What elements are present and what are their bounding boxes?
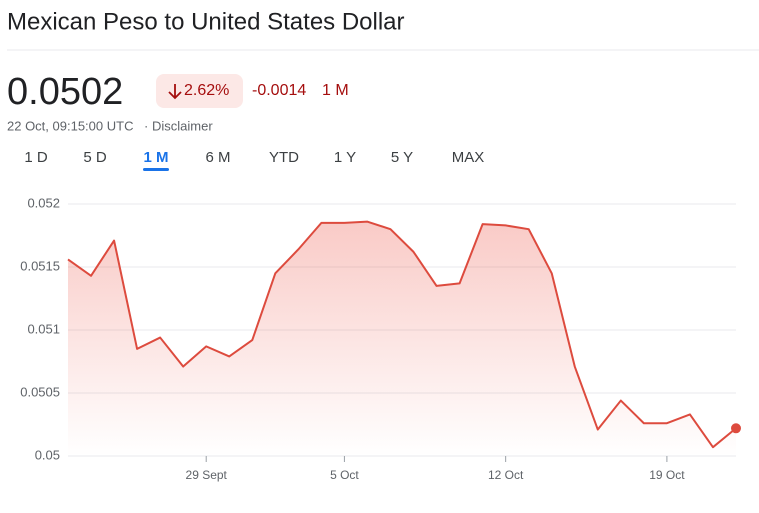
last-point [731, 423, 741, 434]
range-tab[interactable]: 1 D [24, 149, 48, 166]
price-line [67, 220, 737, 449]
change-period: 1 M [322, 82, 349, 99]
range-tabs: 1 D 5 D 1 M 6 M YTD 1 Y 5 Y MAX [24, 149, 484, 171]
range-tab[interactable]: MAX [452, 149, 485, 166]
x-tick-label: 12 Oct [488, 468, 524, 482]
y-tick-label: 0.05 [35, 447, 60, 462]
y-tick-label: 0.052 [27, 195, 60, 210]
disclaimer-link[interactable]: Disclaimer [152, 118, 213, 133]
price: 0.0502 [7, 71, 123, 113]
x-tick-label: 19 Oct [649, 468, 685, 482]
range-tab[interactable]: 5 Y [391, 149, 413, 166]
change-percent: 2.62% [184, 82, 229, 99]
change-value: -0.0014 [252, 82, 306, 99]
y-tick-label: 0.0515 [20, 258, 60, 273]
range-tab[interactable]: 5 D [83, 149, 107, 166]
range-tab[interactable]: YTD [269, 149, 299, 166]
tab-underline [143, 168, 169, 171]
y-tick-label: 0.0505 [20, 384, 60, 399]
x-tick-label: 5 Oct [330, 468, 359, 482]
title: Mexican Peso to United States Dollar [7, 8, 405, 35]
x-tick-label: 29 Sept [186, 468, 228, 482]
range-tab[interactable]: 6 M [205, 149, 230, 166]
y-tick-label: 0.051 [27, 321, 60, 336]
range-tab[interactable]: 1 M [143, 149, 168, 166]
down-arrow [168, 84, 182, 100]
range-tab[interactable]: 1 Y [334, 149, 356, 166]
timestamp: 22 Oct, 09:15:00 UTC [7, 118, 133, 133]
area-fill [68, 221, 736, 456]
separator: · [144, 118, 148, 133]
change-badge [156, 74, 243, 108]
chart: 0.05 0.0505 0.051 0.0515 0.052 29 Sept 5 Oct 12… [20, 195, 741, 482]
